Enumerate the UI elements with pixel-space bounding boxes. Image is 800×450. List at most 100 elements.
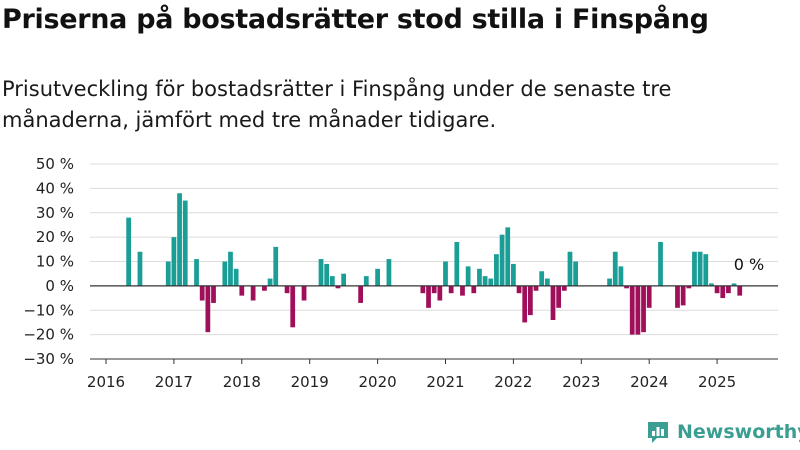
x-tick-label: 2020	[359, 373, 397, 391]
bar	[284, 285, 290, 294]
y-tick-label: −20 %	[23, 326, 74, 344]
bar	[544, 278, 550, 286]
bar	[329, 276, 335, 286]
y-tick-label: −10 %	[23, 301, 74, 319]
bar	[527, 285, 533, 316]
x-tick-label: 2019	[291, 373, 329, 391]
bar	[556, 285, 562, 308]
bar	[431, 285, 437, 294]
bar	[239, 285, 245, 296]
bar	[488, 278, 494, 286]
bar	[454, 242, 460, 286]
bar	[228, 251, 233, 286]
y-tick-label: −30 %	[23, 350, 74, 368]
y-tick-label: 0 %	[45, 277, 74, 295]
bar	[737, 285, 743, 296]
bar	[301, 285, 307, 301]
chart-title: Priserna på bostadsrätter stod stilla i …	[2, 4, 709, 35]
bar	[692, 251, 697, 286]
bar	[318, 259, 324, 286]
bar	[426, 285, 431, 308]
y-tick-label: 50 %	[36, 155, 74, 173]
bar	[567, 251, 573, 286]
bar	[539, 271, 545, 286]
bar	[199, 285, 205, 301]
last-value-label: 0 %	[734, 255, 764, 274]
bar	[709, 283, 714, 286]
bar	[658, 242, 663, 286]
bar	[675, 285, 680, 308]
bar	[499, 234, 505, 286]
bar	[363, 276, 369, 286]
bar	[635, 285, 641, 335]
bar	[250, 285, 256, 301]
x-tick-label: 2025	[698, 373, 736, 391]
x-tick-label: 2021	[426, 373, 464, 391]
bar	[341, 273, 347, 286]
brand-name: Newsworthy	[677, 421, 800, 443]
y-tick-label: 40 %	[36, 179, 74, 197]
bar	[375, 268, 380, 286]
bar	[205, 285, 211, 333]
x-tick-label: 2017	[155, 373, 193, 391]
bar	[726, 285, 731, 294]
newsworthy-logo-icon	[648, 422, 668, 443]
bar	[680, 285, 686, 306]
bar	[550, 285, 556, 320]
bar	[646, 285, 652, 308]
bar	[460, 285, 465, 296]
bar	[448, 285, 454, 294]
bar	[522, 285, 528, 323]
y-tick-label: 10 %	[36, 253, 74, 271]
bar	[629, 285, 635, 335]
bar	[358, 285, 364, 303]
bar	[641, 285, 646, 333]
bar	[686, 285, 692, 289]
bar	[533, 285, 539, 291]
bar	[273, 246, 279, 286]
bar	[714, 285, 720, 294]
x-tick-label: 2023	[562, 373, 600, 391]
bar	[465, 266, 471, 286]
bar	[194, 259, 199, 286]
bar	[607, 278, 612, 286]
bar	[482, 276, 488, 286]
bar	[437, 285, 443, 301]
bar	[177, 193, 182, 286]
bar	[612, 251, 618, 286]
brand: Newsworthy	[645, 419, 800, 445]
bar	[126, 217, 132, 286]
bar	[267, 278, 273, 286]
bar	[618, 266, 624, 286]
bar	[731, 283, 737, 286]
bar	[516, 285, 522, 294]
bar	[335, 285, 341, 289]
bar	[720, 285, 726, 299]
bar	[137, 251, 143, 286]
bar	[511, 263, 516, 286]
bar	[262, 285, 267, 291]
bar	[505, 227, 511, 286]
bar	[222, 261, 228, 286]
x-tick-label: 2024	[630, 373, 668, 391]
bar	[697, 251, 703, 286]
bar	[471, 285, 477, 294]
bar	[443, 261, 448, 286]
bar	[420, 285, 426, 294]
x-tick-label: 2016	[87, 373, 125, 391]
y-tick-label: 20 %	[36, 228, 74, 246]
bar	[477, 268, 482, 286]
bar	[624, 285, 629, 289]
bar	[324, 263, 330, 286]
bar	[386, 259, 392, 286]
bar	[171, 237, 177, 286]
bar	[573, 261, 579, 286]
bar	[165, 261, 171, 286]
bar	[703, 254, 709, 286]
bar	[211, 285, 216, 303]
bar	[561, 285, 567, 291]
bar	[233, 268, 239, 286]
bar	[494, 254, 499, 286]
bar	[182, 200, 188, 286]
